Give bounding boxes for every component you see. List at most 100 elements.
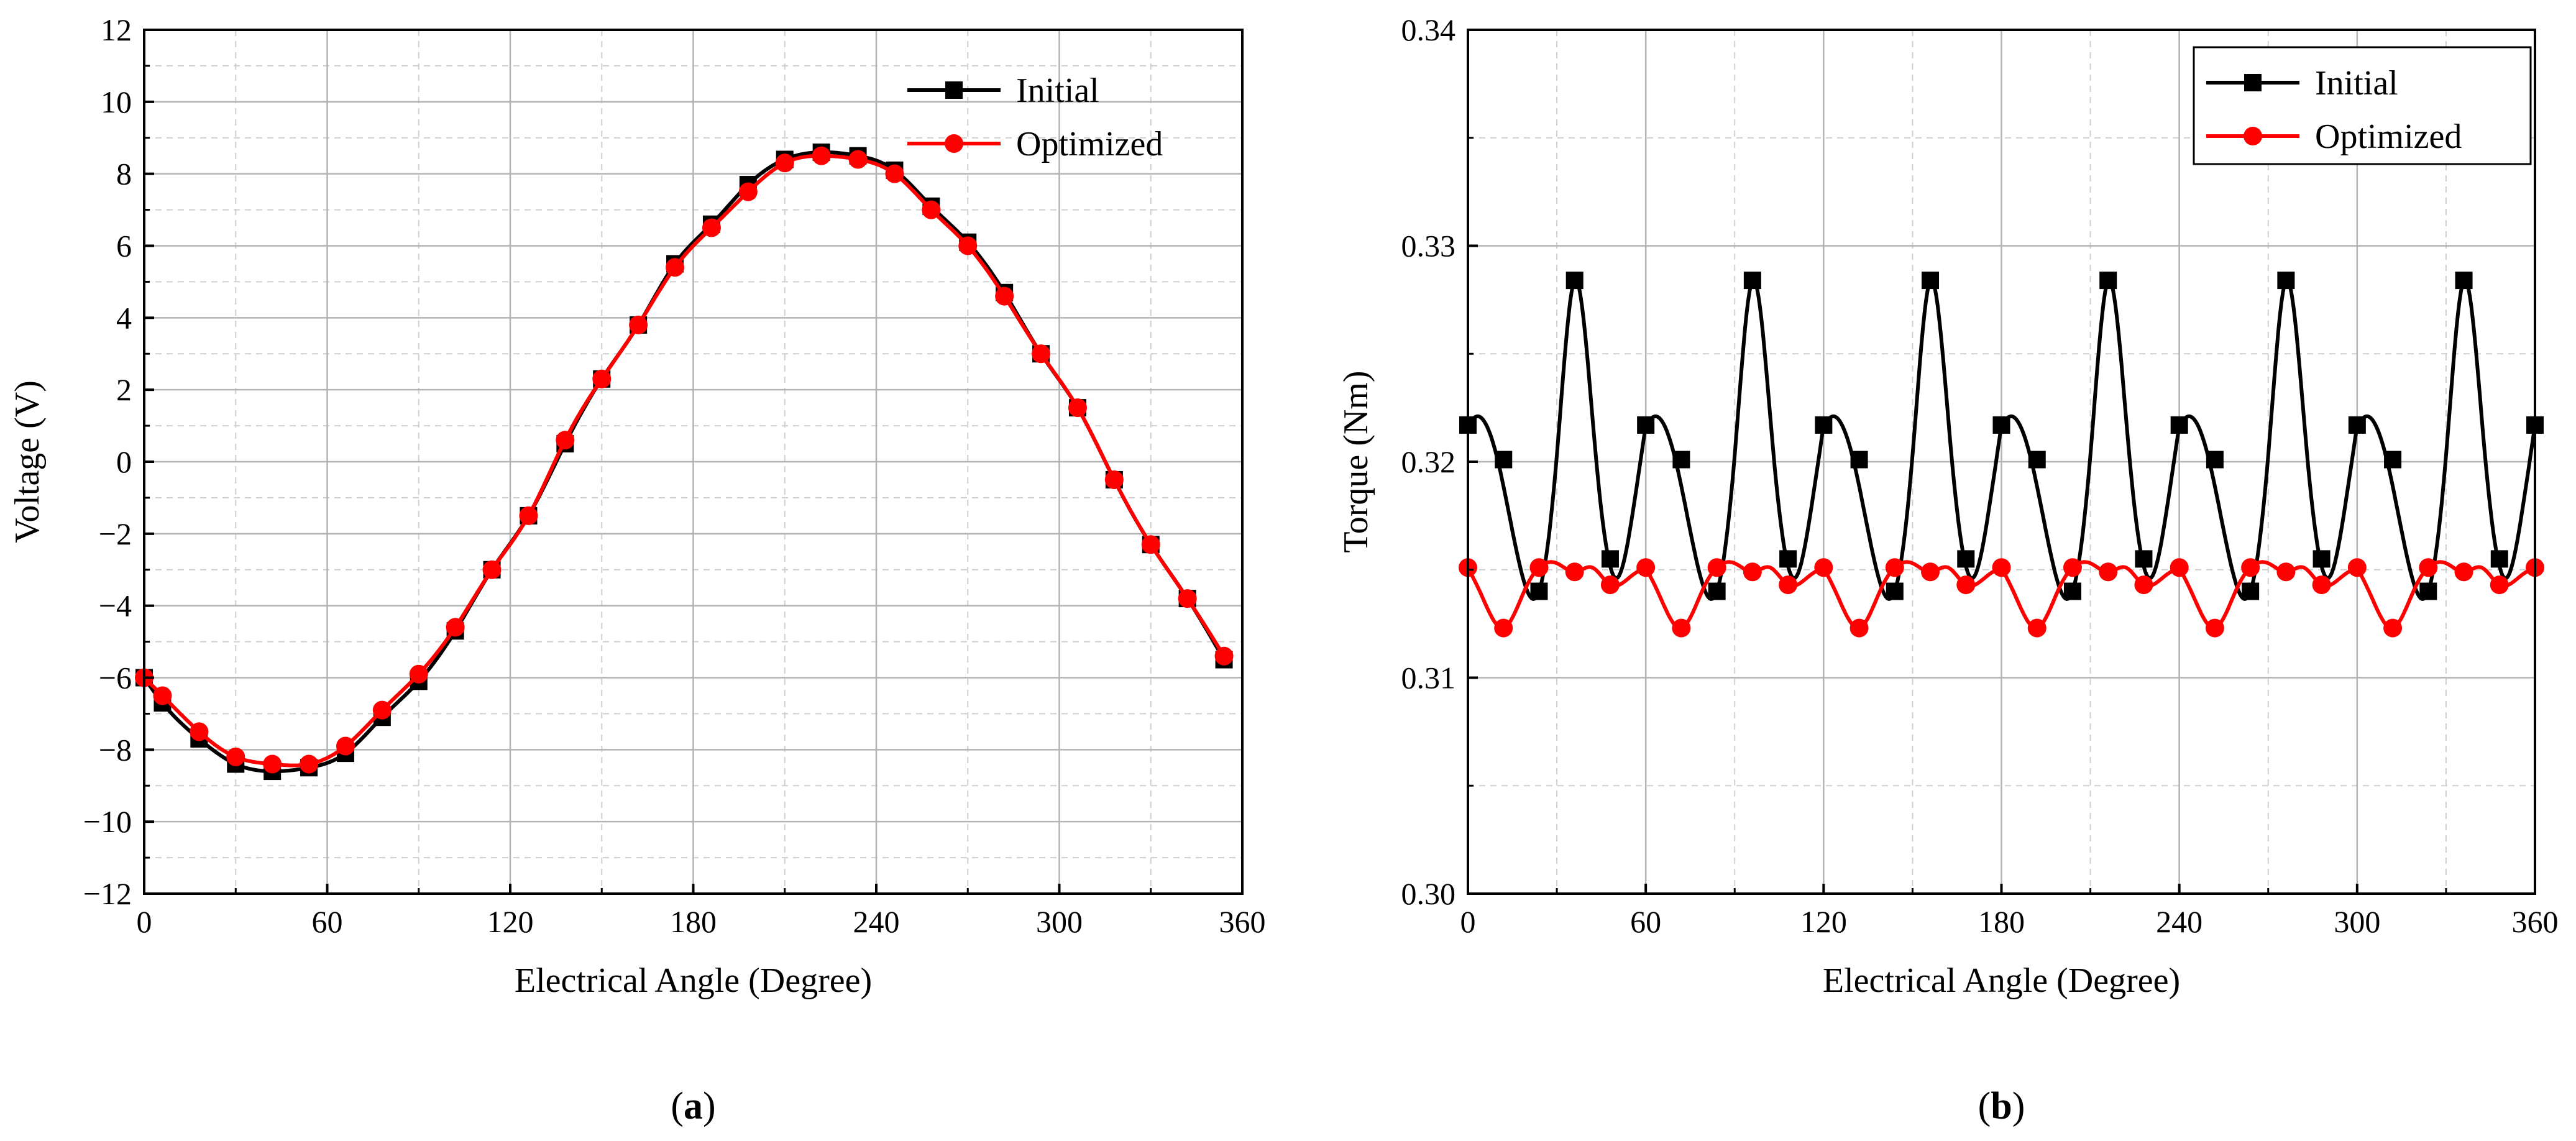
series-optimized [1459,558,2544,638]
data-point-circle [2134,575,2153,595]
y-tick-label: 0.31 [1401,661,1456,695]
data-point-square [2135,550,2153,568]
data-point-circle [1992,558,2011,577]
x-tick-label: 240 [853,904,900,939]
data-point-square [2206,451,2224,469]
data-point-circle [2312,575,2331,595]
y-tick-label: −10 [83,804,132,839]
data-point-circle [190,722,209,741]
data-point-circle [592,369,612,388]
data-point-circle [922,200,941,219]
data-point-circle [775,154,794,173]
data-point-circle [409,664,428,684]
data-point-circle [263,754,282,774]
data-point-circle [738,182,758,201]
y-tick-label: 8 [116,157,132,191]
data-point-circle [226,747,245,766]
y-tick-label: 12 [101,12,132,47]
data-point-square [2063,582,2081,600]
data-point-square [1708,582,1726,600]
data-point-square [2242,582,2260,600]
y-tick-label: −8 [99,732,132,767]
x-tick-label: 180 [670,904,717,939]
x-tick-label: 60 [1630,904,1661,939]
data-point-circle [336,736,355,756]
data-point-square [1743,272,1761,290]
data-point-square [1992,416,2010,434]
series-line-optimized [142,154,1226,768]
y-tick-label: −6 [99,661,132,695]
data-point-circle [2241,558,2260,577]
data-point-square [1957,550,1975,568]
data-point-circle [2063,558,2082,577]
data-point-square [1601,550,1619,568]
chart-panel-b: 0 60 120 180 240 300 360 0.30 0.31 0.32 0.33 0.34 El… [1337,12,2559,1127]
legend-a: Initial Optimized [907,71,1163,163]
x-tick-label: 300 [2334,904,2380,939]
data-point-square [2028,451,2046,469]
x-tick-label: 360 [1219,904,1266,939]
data-point-circle [1849,618,1869,638]
data-point-square [1779,550,1797,568]
legend-marker-circle [945,134,963,153]
data-point-circle [300,754,319,774]
data-point-square [1530,582,1548,600]
data-point-circle [2170,558,2189,577]
y-tick-label: 0.30 [1401,876,1456,911]
data-point-square [1637,416,1655,434]
data-point-circle [1214,646,1234,666]
y-tick-label: 2 [116,372,132,407]
data-point-square [2455,272,2473,290]
data-point-circle [1565,562,1584,582]
data-point-circle [629,315,648,334]
legend-label-optimized: Optimized [2315,117,2462,156]
data-point-circle [848,150,868,169]
legend-label-optimized: Optimized [1016,125,1163,163]
panel-label-a: (a) [671,1085,715,1127]
data-point-square [2419,582,2437,600]
data-point-circle [1032,344,1051,364]
series-optimized [135,146,1234,774]
data-point-circle [2347,558,2367,577]
y-tick-label: 6 [116,229,132,263]
x-tick-label: 120 [1800,904,1847,939]
y-tick-label: −12 [83,876,132,911]
x-tick-label: 240 [2156,904,2202,939]
data-point-square [1815,416,1833,434]
data-point-circle [482,560,502,579]
data-point-circle [1104,470,1124,489]
y-tick-label: 10 [101,85,132,119]
data-point-square [2312,550,2331,568]
data-point-square [2170,416,2188,434]
data-point-circle [1600,575,1620,595]
data-point-square [1495,451,1513,469]
legend-box [2193,46,2532,165]
data-point-circle [885,164,904,183]
data-point-square [1672,451,1690,469]
x-tick-label: 180 [1978,904,2025,939]
data-point-circle [2419,558,2438,577]
data-point-circle [2027,618,2047,638]
x-tick-label: 60 [312,904,343,939]
panel-label-b: (b) [1978,1085,2025,1127]
data-point-circle [372,700,392,720]
data-point-circle [1779,575,1798,595]
data-point-circle [2099,562,2118,582]
data-point-circle [1921,562,1940,582]
data-point-circle [1672,618,1691,638]
y-tick-label: 0.32 [1401,444,1456,479]
y-tick-label: 0.33 [1401,229,1456,263]
y-axis-title: Torque (Nm) [1337,370,1375,552]
data-point-circle [2454,562,2473,582]
data-point-circle [702,218,721,237]
legend-b: Initial Optimized [2193,46,2532,165]
x-tick-label: 360 [2512,904,2559,939]
y-tick-label: 4 [116,300,132,335]
data-point-square [1922,272,1940,290]
y-tick-label: −4 [99,589,132,623]
legend-marker-square [945,81,963,99]
legend-marker-square [2244,74,2262,91]
y-tick-label: 0 [116,444,132,479]
data-point-circle [2383,618,2403,638]
data-point-circle [812,146,831,165]
